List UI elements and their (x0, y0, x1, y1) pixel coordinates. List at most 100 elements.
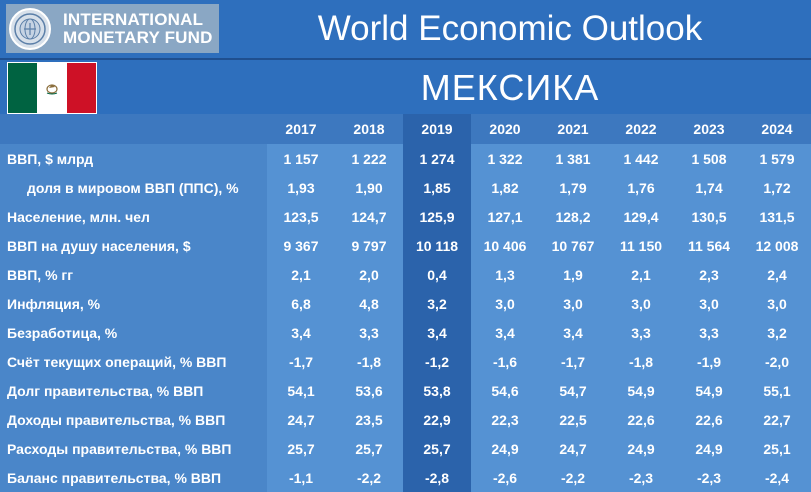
country-title: МЕКСИКА (420, 67, 600, 108)
imf-logo: INTERNATIONAL MONETARY FUND (6, 4, 219, 53)
table-cell: 25,7 (267, 434, 335, 463)
table-cell: 9 367 (267, 231, 335, 260)
table-cell: 1 508 (675, 144, 743, 173)
table-cell: 3,4 (471, 318, 539, 347)
table-cell: 53,8 (403, 376, 471, 405)
table-cell: 1 157 (267, 144, 335, 173)
row-label: Долг правительства, % ВВП (0, 376, 267, 405)
table-header-row: 2017 2018 2019 2020 2021 2022 2023 2024 (0, 114, 811, 144)
table-cell: 24,9 (675, 434, 743, 463)
table-cell: -2,3 (607, 463, 675, 492)
row-label: ВВП, $ млрд (0, 144, 267, 173)
table-cell: 22,7 (743, 405, 811, 434)
table-cell: -2,0 (743, 347, 811, 376)
table-cell: 123,5 (267, 202, 335, 231)
table-cell: 1,9 (539, 260, 607, 289)
table-header-year: 2018 (335, 114, 403, 144)
table-cell: -2,3 (675, 463, 743, 492)
table-cell: 129,4 (607, 202, 675, 231)
page-title: World Economic Outlook (317, 9, 703, 48)
row-label: Счёт текущих операций, % ВВП (0, 347, 267, 376)
imf-logo-line1: INTERNATIONAL (63, 9, 204, 29)
table-cell: 1,79 (539, 173, 607, 202)
table-cell: 22,5 (539, 405, 607, 434)
row-label: ВВП, % гг (0, 260, 267, 289)
row-label: Баланс правительства, % ВВП (0, 463, 267, 492)
table-cell: 2,3 (675, 260, 743, 289)
table-row: ВВП, % гг 2,1 2,0 0,4 1,3 1,9 2,1 2,3 2,4 (0, 260, 811, 289)
row-label: Население, млн. чел (0, 202, 267, 231)
table-row: Баланс правительства, % ВВП -1,1 -2,2 -2,8 -… (0, 463, 811, 492)
table-row: Инфляция, % 6,8 4,8 3,2 3,0 3,0 3,0 3,0 3,0 (0, 289, 811, 318)
table-cell: 23,5 (335, 405, 403, 434)
table-cell: 11 150 (607, 231, 675, 260)
country-bar: МЕКСИКА (0, 58, 811, 116)
table-cell: 0,4 (403, 260, 471, 289)
table-header-year: 2022 (607, 114, 675, 144)
row-label: Расходы правительства, % ВВП (0, 434, 267, 463)
table-row: Доходы правительства, % ВВП 24,7 23,5 22,9 2… (0, 405, 811, 434)
table-row: ВВП на душу населения, $9 367 9 797 10 118… (0, 231, 811, 260)
table-header-label (0, 114, 267, 144)
table-cell: 24,7 (267, 405, 335, 434)
table-cell: 2,1 (607, 260, 675, 289)
table-cell: 10 118 (403, 231, 471, 260)
data-table: 2017 2018 2019 2020 2021 2022 2023 2024 ВВП, $ … (0, 114, 811, 492)
table-cell: 3,3 (675, 318, 743, 347)
table-cell: 24,9 (607, 434, 675, 463)
table-body: ВВП, $ млрд 1 157 1 222 1 274 1 322 1 381 1 44… (0, 144, 811, 492)
table-cell: 3,0 (607, 289, 675, 318)
table-cell: 22,6 (607, 405, 675, 434)
table-cell: -1,1 (267, 463, 335, 492)
table-cell: 1,85 (403, 173, 471, 202)
table-cell: 12 008 (743, 231, 811, 260)
table-cell: 131,5 (743, 202, 811, 231)
row-label: Инфляция, % (0, 289, 267, 318)
table-cell: 4,8 (335, 289, 403, 318)
table-cell: 3,2 (403, 289, 471, 318)
table-cell: 1 579 (743, 144, 811, 173)
table-row: Безработица, % 3,4 3,3 3,4 3,4 3,4 3,3 3,3 3,2 (0, 318, 811, 347)
table-cell: 10 767 (539, 231, 607, 260)
table-header-year: 2017 (267, 114, 335, 144)
table-header-year: 2023 (675, 114, 743, 144)
table-cell: 130,5 (675, 202, 743, 231)
table-cell: 22,9 (403, 405, 471, 434)
table-cell: 2,1 (267, 260, 335, 289)
table-row: доля в мировом ВВП (ППС), % 1,93 1,90 1,85 1… (0, 173, 811, 202)
table-row: Население, млн. чел 123,5 124,7 125,9 127,1 1… (0, 202, 811, 231)
table-cell: 54,1 (267, 376, 335, 405)
table-cell: 53,6 (335, 376, 403, 405)
table-cell: -1,9 (675, 347, 743, 376)
table-cell: 3,4 (267, 318, 335, 347)
row-label: Безработица, % (0, 318, 267, 347)
mexico-flag-icon (7, 62, 97, 114)
table-cell: -1,7 (267, 347, 335, 376)
table-cell: -2,2 (335, 463, 403, 492)
table-cell: 54,7 (539, 376, 607, 405)
row-label: ВВП на душу населения, $ (0, 231, 267, 260)
table-cell: 1 274 (403, 144, 471, 173)
table-cell: 1,82 (471, 173, 539, 202)
table-cell: 3,4 (539, 318, 607, 347)
table-cell: -2,8 (403, 463, 471, 492)
table-cell: 3,3 (607, 318, 675, 347)
table-cell: 124,7 (335, 202, 403, 231)
table-cell: 1,3 (471, 260, 539, 289)
table-cell: 2,0 (335, 260, 403, 289)
table-header-year: 2021 (539, 114, 607, 144)
table-cell: 128,2 (539, 202, 607, 231)
table-cell: 1,74 (675, 173, 743, 202)
table-cell: 55,1 (743, 376, 811, 405)
table-cell: 3,2 (743, 318, 811, 347)
table-cell: 11 564 (675, 231, 743, 260)
table-cell: 1 381 (539, 144, 607, 173)
table-row: Долг правительства, % ВВП 54,1 53,6 53,8 54,… (0, 376, 811, 405)
table-cell: 54,9 (607, 376, 675, 405)
table-row: Счёт текущих операций, % ВВП -1,7 -1,8 -1,2… (0, 347, 811, 376)
table-cell: 127,1 (471, 202, 539, 231)
table-header-year: 2019 (403, 114, 471, 144)
table-cell: 1,90 (335, 173, 403, 202)
imf-seal-icon (9, 7, 51, 50)
table-header-year: 2024 (743, 114, 811, 144)
